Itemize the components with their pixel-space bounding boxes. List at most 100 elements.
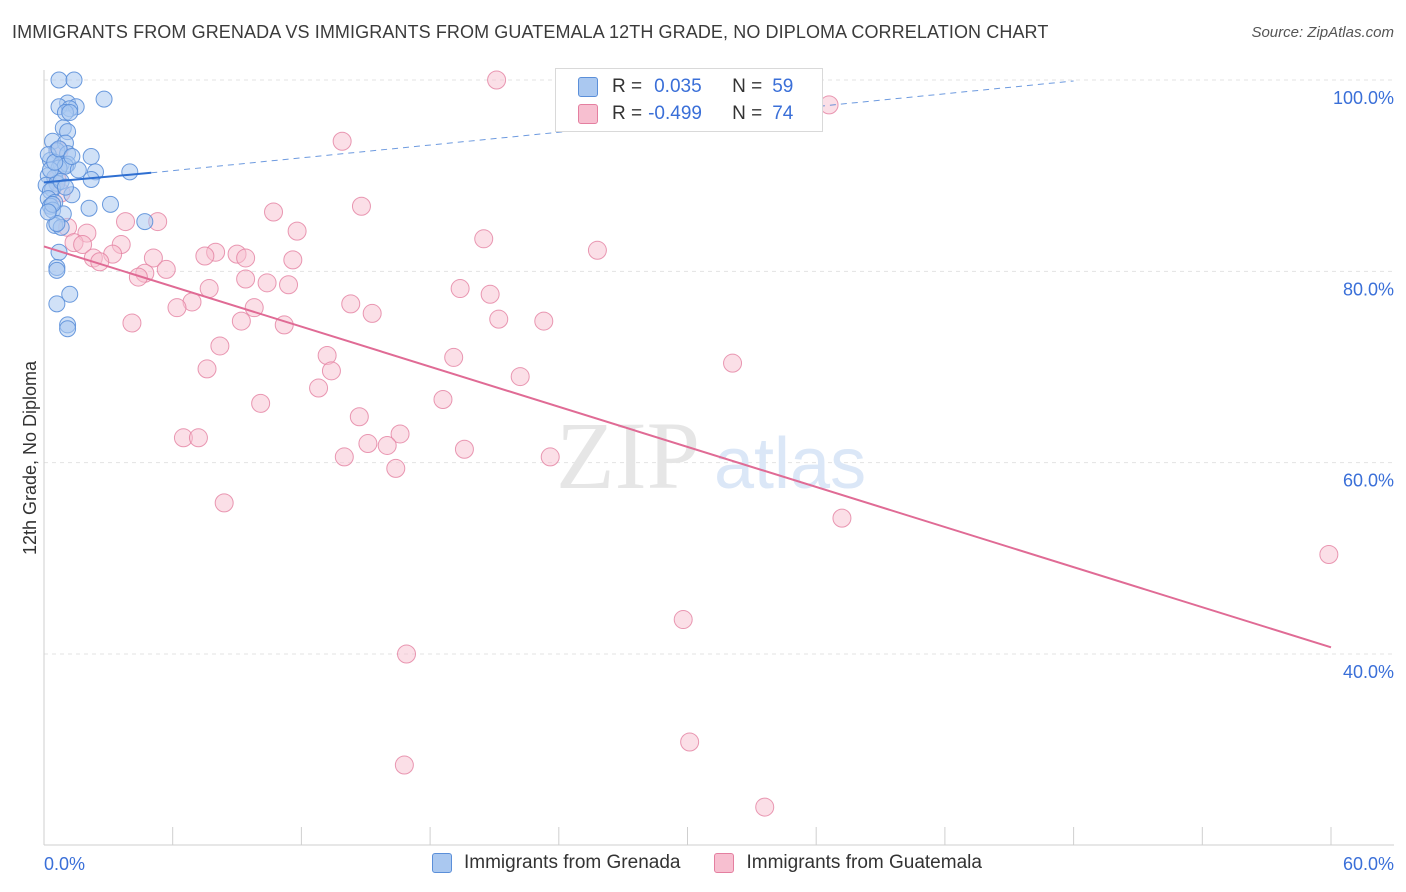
legend-label-grenada: Immigrants from Grenada	[464, 852, 681, 873]
guatemala-point	[377, 435, 397, 455]
trend-lines	[43, 80, 1332, 649]
guatemala-point	[231, 311, 251, 331]
guatemala-point	[195, 246, 215, 266]
guatemala-point	[351, 196, 371, 216]
guatemala-point	[487, 70, 507, 90]
guatemala-point	[122, 313, 142, 333]
chart-title: IMMIGRANTS FROM GRENADA VS IMMIGRANTS FR…	[12, 22, 1049, 42]
guatemala-point	[534, 311, 554, 331]
guatemala-point	[143, 248, 163, 268]
n-value: 59	[772, 76, 794, 97]
guatemala-point	[214, 493, 234, 513]
guatemala-point	[279, 275, 299, 295]
grenada-point	[82, 148, 100, 166]
guatemala-point	[309, 378, 329, 398]
grenada-swatch	[432, 853, 452, 873]
grenada-point	[61, 285, 79, 303]
guatemala-trend-line	[43, 245, 1332, 649]
grenada-point	[56, 178, 74, 196]
guatemala-point	[474, 229, 494, 249]
x-tick-label: 0.0%	[44, 854, 85, 874]
grenada-trend-line	[43, 171, 152, 184]
grenada-point	[48, 261, 66, 279]
legend-label-guatemala: Immigrants from Guatemala	[746, 852, 982, 873]
guatemala-point	[257, 273, 277, 293]
guatemala-point	[334, 447, 354, 467]
y-tick-label: 40.0%	[1343, 662, 1394, 682]
guatemala-point	[433, 390, 453, 410]
grenada-point	[80, 199, 98, 217]
guatemala-point	[73, 235, 93, 255]
guatemala-point	[349, 407, 369, 427]
grenada-point	[136, 213, 154, 231]
guatemala-point	[587, 240, 607, 260]
grenada-point	[48, 295, 66, 313]
guatemala-point	[390, 424, 410, 444]
guatemala-point	[264, 202, 284, 222]
grenada-point	[50, 140, 68, 158]
guatemala-point	[540, 447, 560, 467]
guatemala-point	[197, 359, 217, 379]
guatemala-point	[832, 508, 852, 528]
legend-item-grenada[interactable]: Immigrants from Grenada	[432, 852, 680, 874]
guatemala-point	[332, 131, 352, 151]
guatemala-point	[755, 797, 775, 817]
guatemala-point	[723, 353, 743, 373]
guatemala-point	[116, 212, 136, 232]
grenada-swatch	[578, 77, 598, 97]
grenada-point	[63, 148, 81, 166]
guatemala-swatch	[578, 104, 598, 124]
guatemala-point	[128, 267, 148, 287]
guatemala-point	[210, 336, 230, 356]
guatemala-point	[397, 644, 417, 664]
guatemala-point	[394, 755, 414, 775]
guatemala-point	[358, 434, 378, 454]
guatemala-point	[251, 393, 271, 413]
r-value: -0.499	[648, 103, 702, 124]
guatemala-point	[480, 284, 500, 304]
guatemala-point	[236, 269, 256, 289]
y-tick-label: 80.0%	[1343, 279, 1394, 299]
grenada-point	[101, 195, 119, 213]
series-grenada-points	[37, 71, 154, 338]
legend-item-guatemala[interactable]: Immigrants from Guatemala	[714, 852, 982, 874]
guatemala-point	[510, 367, 530, 387]
guatemala-point	[321, 361, 341, 381]
grenada-point	[61, 104, 79, 122]
guatemala-point	[362, 303, 382, 323]
n-label: N =	[732, 103, 763, 124]
grenada-point	[121, 163, 139, 181]
guatemala-point	[287, 221, 307, 241]
guatemala-point	[244, 298, 264, 318]
legend-row-grenada: R = 0.035 N = 59	[578, 73, 793, 101]
guatemala-point	[680, 732, 700, 752]
grenada-point	[65, 71, 83, 89]
legend-row-guatemala: R = -0.499 N = 74	[578, 100, 793, 128]
x-tick-label: 60.0%	[1343, 854, 1394, 874]
watermark-zip: ZIP	[556, 402, 700, 509]
guatemala-point	[156, 259, 176, 279]
grenada-point	[95, 90, 113, 108]
gridlines	[44, 79, 1394, 655]
tick-labels: 40.0% 60.0% 80.0% 100.0% 0.0% 60.0%	[44, 88, 1394, 874]
guatemala-swatch	[714, 853, 735, 873]
guatemala-point	[454, 439, 474, 459]
guatemala-point	[450, 279, 470, 299]
n-label: N =	[732, 76, 763, 97]
series-legend: Immigrants from Grenada Immigrants from …	[432, 852, 1016, 874]
grenada-point	[59, 320, 77, 338]
source-label: Source: ZipAtlas.com	[1251, 24, 1394, 41]
y-axis-label: 12th Grade, No Diploma	[20, 360, 40, 555]
r-label: R =	[612, 76, 643, 97]
guatemala-point	[673, 610, 693, 630]
y-tick-label: 100.0%	[1333, 88, 1394, 108]
grenada-point	[39, 203, 57, 221]
grenada-point	[50, 71, 68, 89]
guatemala-point	[167, 298, 187, 318]
guatemala-point	[341, 294, 361, 314]
guatemala-point	[188, 428, 208, 448]
guatemala-point	[489, 309, 509, 329]
grenada-point	[48, 215, 66, 232]
r-label: R =	[612, 103, 643, 124]
